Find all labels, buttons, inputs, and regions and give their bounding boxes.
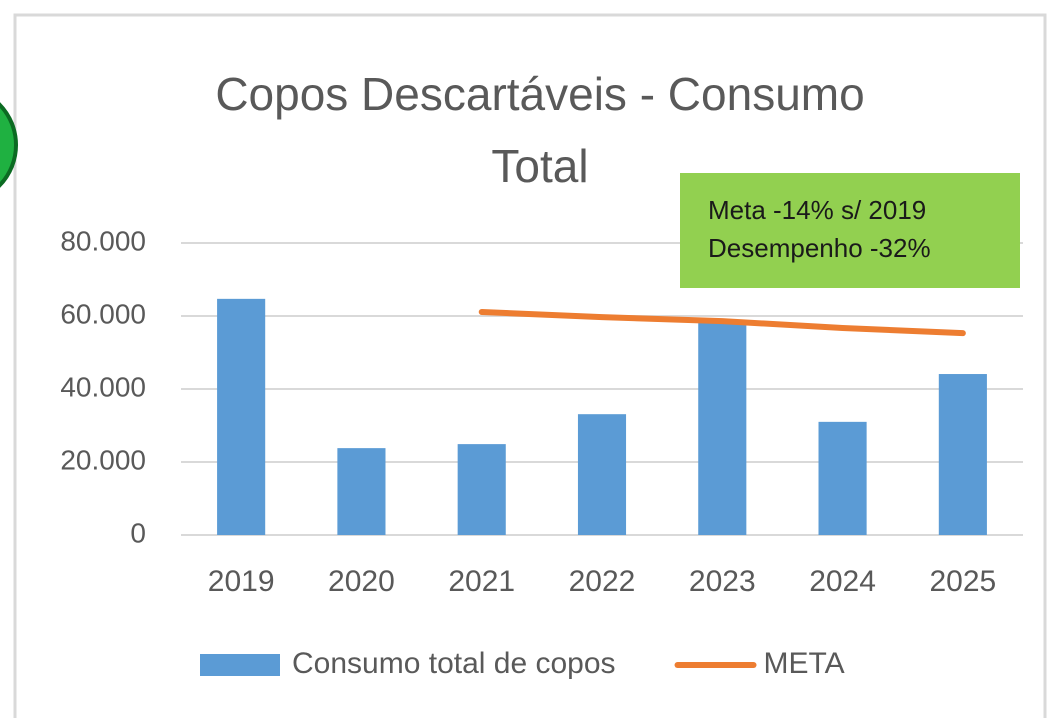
annotation: Meta -14% s/ 2019 (708, 195, 926, 225)
x-tick-label: 2022 (569, 565, 636, 598)
x-tick-label: 2019 (208, 565, 275, 598)
x-tick-label: 2024 (809, 565, 876, 598)
chart-title: Copos Descartáveis - Consumo Total (215, 68, 865, 192)
bar (457, 444, 506, 535)
line (478, 308, 966, 337)
annotation-box (680, 173, 1020, 288)
legend-label: Consumo total de copos (292, 647, 616, 680)
x-tick-label: 2025 (929, 565, 996, 598)
y-tick-label: 60.000 (60, 298, 146, 329)
x-tick-label: 2023 (689, 565, 756, 598)
bar (818, 421, 867, 535)
green-circle (0, 102, 18, 188)
y-tick-label: 20.000 (60, 444, 146, 475)
y-tick-label: 40.000 (60, 371, 146, 402)
bar (938, 374, 987, 535)
annotation: Desempenho -32% (708, 233, 931, 263)
bar (577, 414, 627, 535)
x-tick-label: 2020 (328, 565, 395, 598)
legend-swatch (200, 654, 280, 676)
chart-frame (13, 13, 1047, 718)
bar (337, 448, 386, 535)
y-tick-label: 80.000 (60, 225, 146, 256)
bar (698, 320, 747, 535)
y-tick-label: 0 (130, 517, 146, 548)
bar (217, 298, 266, 535)
legend-label: META (764, 647, 845, 680)
x-tick-label: 2021 (448, 565, 515, 598)
